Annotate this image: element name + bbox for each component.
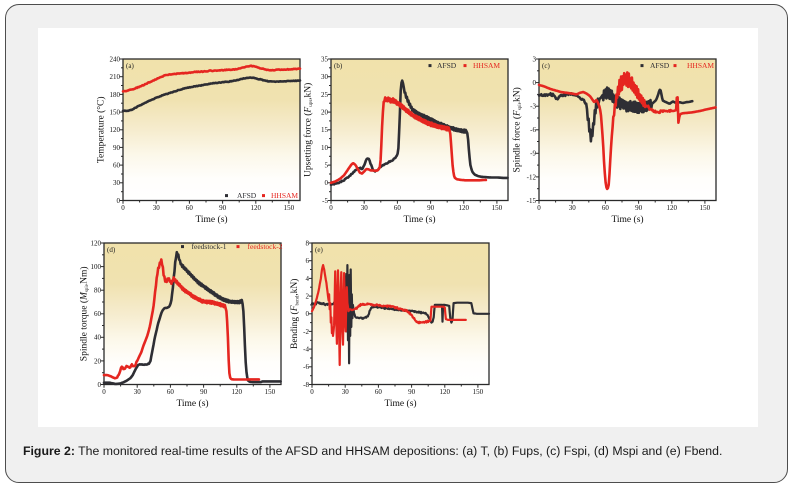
svg-text:Time (s): Time (s) — [611, 214, 643, 225]
svg-text:4: 4 — [306, 275, 310, 283]
svg-text:90: 90 — [408, 388, 416, 396]
svg-text:90: 90 — [427, 204, 435, 212]
svg-text:feedstock-1: feedstock-1 — [192, 242, 227, 251]
svg-text:0: 0 — [537, 204, 541, 212]
svg-text:(a): (a) — [126, 62, 134, 70]
svg-text:AFSD: AFSD — [650, 61, 670, 70]
svg-text:Time (s): Time (s) — [403, 214, 435, 225]
svg-text:20: 20 — [321, 109, 329, 117]
svg-text:30: 30 — [569, 204, 577, 212]
svg-text:Bending (Fbend,kN): Bending (Fbend,kN) — [289, 279, 301, 349]
svg-text:150: 150 — [492, 204, 503, 212]
svg-text:Upsetting force (Fups,kN): Upsetting force (Fups,kN) — [303, 83, 315, 177]
svg-text:60: 60 — [94, 310, 102, 318]
svg-text:150: 150 — [473, 388, 484, 396]
svg-text:-6: -6 — [530, 126, 536, 134]
svg-text:90: 90 — [200, 388, 208, 396]
svg-text:AFSD: AFSD — [237, 191, 257, 200]
svg-text:120: 120 — [110, 126, 121, 134]
svg-text:150: 150 — [265, 388, 276, 396]
svg-text:-9: -9 — [530, 150, 536, 158]
svg-text:30: 30 — [134, 388, 142, 396]
svg-text:Time (s): Time (s) — [384, 398, 416, 409]
svg-text:(c): (c) — [542, 62, 550, 70]
svg-text:0: 0 — [325, 179, 329, 187]
svg-text:-5: -5 — [322, 197, 328, 205]
svg-text:120: 120 — [440, 388, 451, 396]
svg-text:210: 210 — [110, 73, 121, 81]
svg-text:30: 30 — [361, 204, 369, 212]
svg-text:0: 0 — [310, 388, 314, 396]
svg-text:HHSAM: HHSAM — [271, 191, 298, 200]
svg-text:Time (s): Time (s) — [176, 398, 208, 409]
svg-text:150: 150 — [284, 204, 295, 212]
svg-text:30: 30 — [153, 204, 161, 212]
svg-text:120: 120 — [251, 204, 262, 212]
svg-text:40: 40 — [94, 334, 102, 342]
svg-text:-6: -6 — [303, 363, 309, 371]
svg-text:60: 60 — [394, 204, 402, 212]
svg-text:15: 15 — [321, 126, 329, 134]
svg-text:30: 30 — [113, 179, 121, 187]
svg-text:-4: -4 — [303, 346, 309, 354]
svg-text:100: 100 — [91, 263, 102, 271]
svg-text:0: 0 — [117, 197, 121, 205]
svg-text:60: 60 — [186, 204, 194, 212]
svg-text:150: 150 — [700, 204, 711, 212]
svg-text:80: 80 — [94, 287, 102, 295]
svg-text:60: 60 — [375, 388, 383, 396]
svg-text:feedstock-2: feedstock-2 — [248, 242, 283, 251]
svg-text:HHSAM: HHSAM — [687, 61, 714, 70]
svg-text:-2: -2 — [303, 328, 309, 336]
svg-text:8: 8 — [306, 239, 310, 247]
svg-text:Spindle force (Fspi,kN): Spindle force (Fspi,kN) — [512, 87, 524, 172]
svg-text:120: 120 — [91, 239, 102, 247]
svg-text:(b): (b) — [334, 62, 343, 70]
svg-text:-12: -12 — [527, 173, 537, 181]
svg-text:-15: -15 — [527, 197, 537, 205]
svg-text:Spindle torque (Mspi,Nm): Spindle torque (Mspi,Nm) — [79, 266, 91, 361]
svg-text:0: 0 — [533, 79, 537, 87]
svg-text:0: 0 — [329, 204, 333, 212]
svg-text:-3: -3 — [530, 103, 536, 111]
svg-text:AFSD: AFSD — [437, 61, 457, 70]
svg-text:2: 2 — [306, 293, 310, 301]
svg-text:25: 25 — [321, 91, 329, 99]
svg-text:0: 0 — [306, 310, 310, 318]
svg-text:30: 30 — [321, 73, 329, 81]
svg-text:6: 6 — [306, 257, 310, 265]
svg-text:60: 60 — [602, 204, 610, 212]
svg-text:90: 90 — [219, 204, 227, 212]
svg-text:180: 180 — [110, 91, 121, 99]
svg-text:3: 3 — [533, 55, 537, 63]
svg-text:Time (s): Time (s) — [195, 214, 227, 225]
svg-text:30: 30 — [342, 388, 350, 396]
svg-text:20: 20 — [94, 357, 102, 365]
svg-text:120: 120 — [232, 388, 243, 396]
svg-text:10: 10 — [321, 144, 329, 152]
svg-text:0: 0 — [121, 204, 125, 212]
svg-text:HHSAM: HHSAM — [473, 61, 500, 70]
svg-text:240: 240 — [110, 55, 121, 63]
svg-text:5: 5 — [325, 162, 329, 170]
svg-text:60: 60 — [113, 162, 121, 170]
svg-text:(d): (d) — [107, 246, 116, 254]
svg-text:150: 150 — [110, 109, 121, 117]
svg-text:120: 120 — [459, 204, 470, 212]
svg-text:Temperature (°C): Temperature (°C) — [96, 96, 107, 163]
svg-text:-8: -8 — [303, 381, 309, 389]
svg-text:(e): (e) — [315, 246, 323, 254]
svg-text:0: 0 — [98, 381, 102, 389]
svg-text:0: 0 — [102, 388, 106, 396]
svg-text:60: 60 — [167, 388, 175, 396]
svg-text:90: 90 — [113, 144, 121, 152]
svg-text:90: 90 — [635, 204, 643, 212]
svg-text:120: 120 — [667, 204, 678, 212]
svg-text:35: 35 — [321, 55, 329, 63]
